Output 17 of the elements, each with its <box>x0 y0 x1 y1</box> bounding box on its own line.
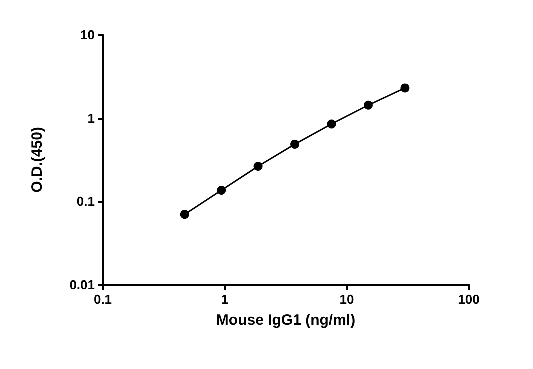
point <box>180 210 190 220</box>
y-tick-label: 10 <box>80 28 95 42</box>
y-tick-label: 0.1 <box>76 194 95 210</box>
point <box>327 120 336 129</box>
point <box>290 140 300 149</box>
point <box>254 162 263 172</box>
point <box>364 100 373 110</box>
x-tick-label: 100 <box>458 292 480 307</box>
y-tick-label: 0.01 <box>70 278 95 292</box>
y-tick-label: 1 <box>88 110 95 126</box>
y-axis-title: O.D.(450) <box>29 127 46 193</box>
x-tick-label: 1 <box>221 292 229 307</box>
point <box>217 186 226 196</box>
x-tick-label: 0.1 <box>94 292 112 307</box>
x-tick-label: 10 <box>340 292 354 307</box>
point <box>400 84 410 93</box>
x-axis-title: Mouse IgG1 (ng/ml) <box>216 312 356 329</box>
